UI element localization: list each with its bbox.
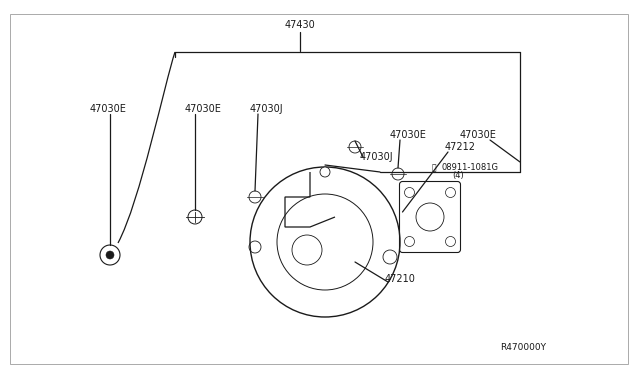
Text: 08911-1081G: 08911-1081G [441, 163, 498, 172]
Text: (4): (4) [452, 171, 464, 180]
Text: Ⓝ: Ⓝ [432, 163, 436, 172]
Circle shape [320, 167, 330, 177]
Text: R470000Y: R470000Y [500, 343, 546, 352]
Text: 47210: 47210 [385, 274, 416, 284]
Text: 47212: 47212 [445, 142, 476, 152]
Text: 47030E: 47030E [460, 130, 497, 140]
Text: 47030E: 47030E [185, 104, 222, 114]
Text: 47030E: 47030E [390, 130, 427, 140]
Text: 47430: 47430 [285, 20, 316, 30]
Text: 47030J: 47030J [360, 152, 394, 162]
Circle shape [106, 251, 114, 259]
Text: 47030E: 47030E [90, 104, 127, 114]
Text: 47030J: 47030J [250, 104, 284, 114]
